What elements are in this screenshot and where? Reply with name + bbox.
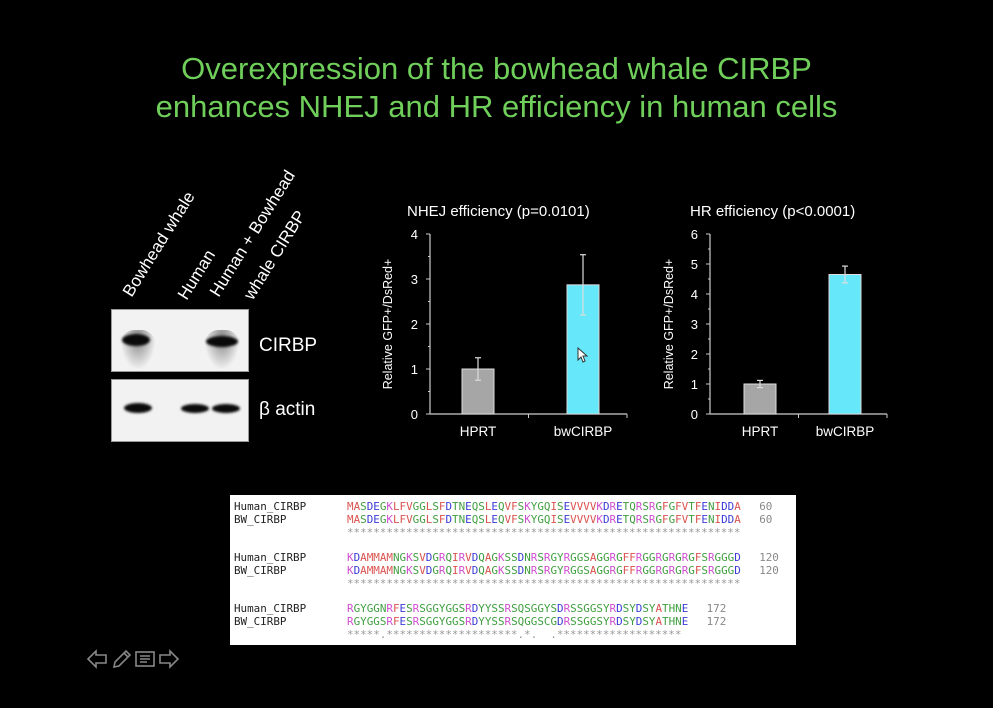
sequence: RGYGGSRFESRSGGYGGSRDYYSSRSQGGSCGDRSSGGSY… [347, 615, 689, 628]
band [124, 403, 152, 413]
residue-count: 60 [759, 513, 773, 526]
x-tick-label: bwCIRBP [554, 424, 613, 439]
sequence-name: Human_CIRBP [234, 602, 307, 615]
sequence-name: Human_CIRBP [234, 551, 307, 564]
residue-count: 120 [759, 551, 779, 564]
blot-label-cirbp: CIRBP [259, 335, 318, 356]
consensus: ****************************************… [347, 526, 741, 539]
y-tick-label: 5 [691, 257, 698, 272]
sequence-name: BW_CIRBP [234, 564, 287, 577]
slide-title: Overexpression of the bowhead whale CIRB… [0, 50, 993, 126]
sequence: KDAMMAMNGKSVDGRQIRVDQAGKSSDNRSRGYRGGSAGG… [347, 564, 741, 577]
y-tick-label: 4 [691, 287, 698, 302]
band [206, 336, 238, 347]
sequence-alignment: Human_CIRBP MASDEGKLFVGGLSFDTNEQSLEQVFSKY… [230, 495, 796, 645]
bar-charts: NHEJ efficiency (p=0.0101) Relative GFP+/… [381, 203, 888, 439]
band [181, 404, 209, 413]
slide-navigation [86, 648, 180, 670]
menu-icon[interactable] [134, 648, 156, 670]
band [212, 404, 240, 413]
consensus: *****.********************.*. .*********… [347, 628, 682, 641]
residue-count: 120 [759, 564, 779, 577]
sequence: RGYGGNRFESRSGGYGGSRDYYSSRSQSGGYSDRSSGGSY… [347, 602, 689, 615]
arrow-right-icon[interactable] [158, 648, 180, 670]
y-tick-label: 6 [691, 227, 698, 242]
residue-count: 60 [759, 500, 773, 513]
chart-title: HR efficiency (p<0.0001) [690, 203, 855, 220]
y-tick-label: 2 [411, 317, 418, 332]
arrow-left-icon[interactable] [86, 648, 108, 670]
y-tick-label: 2 [691, 347, 698, 362]
mouse-cursor-icon [577, 347, 589, 363]
bar-HPRT [743, 383, 777, 415]
x-tick-label: HPRT [460, 424, 497, 439]
x-tick-label: HPRT [742, 424, 779, 439]
x-tick-label: bwCIRBP [816, 424, 875, 439]
y-tick-label: 1 [411, 362, 418, 377]
sequence: KDAMMAMNGKSVDGRQIRVDQAGKSSDNRSRGYRGGSAGG… [347, 551, 741, 564]
y-axis-label: Relative GFP+/DsRed+ [381, 259, 395, 390]
sequence: MASDEGKLFVGGLSFDTNEQSLEQVFSKYGQISEVVVVKD… [347, 513, 741, 526]
y-axis-label: Relative GFP+/DsRed+ [662, 259, 676, 390]
sequence: MASDEGKLFVGGLSFDTNEQSLEQVFSKYGQISEVVVVKD… [347, 500, 741, 513]
bar-bwCIRBP [828, 274, 862, 415]
y-tick-label: 3 [691, 317, 698, 332]
residue-count: 172 [706, 602, 727, 615]
y-tick-label: 1 [691, 377, 698, 392]
y-tick-label: 3 [411, 272, 418, 287]
blot-cirbp [111, 309, 249, 372]
title-line-1: Overexpression of the bowhead whale CIRB… [181, 51, 812, 86]
chart-0: NHEJ efficiency (p=0.0101) Relative GFP+/… [381, 203, 628, 439]
y-tick-label: 0 [691, 407, 698, 422]
blot-label-actin: β actin [259, 399, 316, 420]
pencil-icon[interactable] [110, 648, 132, 670]
sequence-name: BW_CIRBP [234, 615, 287, 628]
residue-count: 172 [706, 615, 727, 628]
blot-actin [111, 379, 249, 442]
consensus: ****************************************… [347, 577, 741, 590]
chart-1: HR efficiency (p<0.0001) Relative GFP+/Ds… [662, 203, 888, 439]
sequence-name: BW_CIRBP [234, 513, 287, 526]
band [122, 334, 150, 346]
y-tick-label: 4 [411, 227, 418, 242]
y-tick-label: 0 [411, 407, 418, 422]
chart-title: NHEJ efficiency (p=0.0101) [407, 203, 590, 220]
title-line-2: enhances NHEJ and HR efficiency in human… [155, 89, 838, 124]
sequence-name: Human_CIRBP [234, 500, 307, 513]
